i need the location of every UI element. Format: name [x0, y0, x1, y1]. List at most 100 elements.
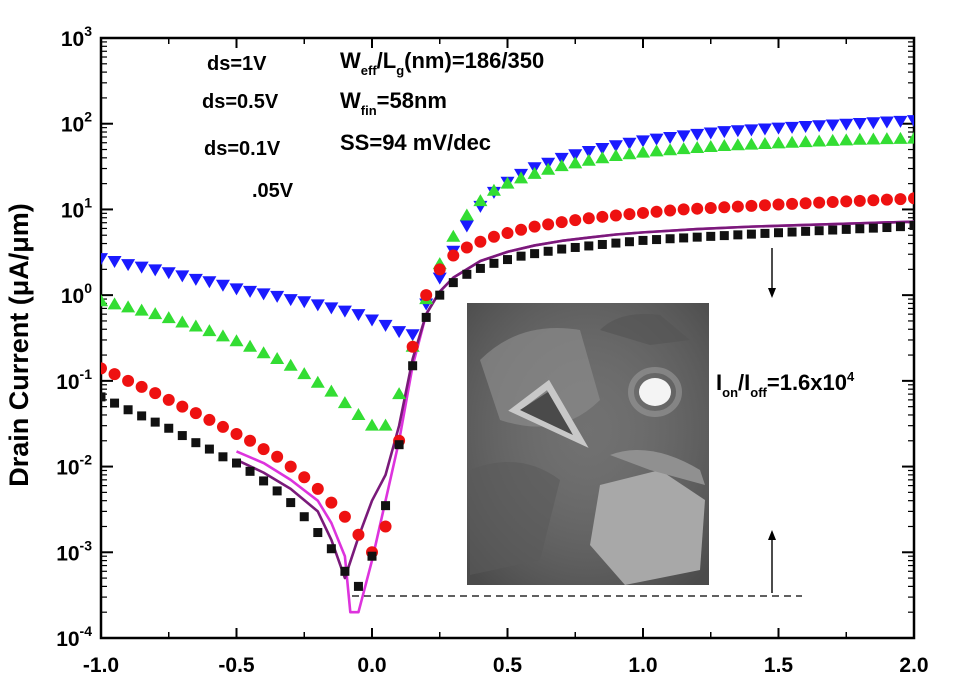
data-point — [690, 141, 705, 154]
data-point — [191, 438, 201, 448]
data-point — [798, 121, 813, 134]
axes: -1.0 -0.5 0.0 0.5 1.0 1.5 2.0 103 102 101 100 10-1 1… — [56, 23, 928, 677]
data-point — [310, 375, 325, 388]
data-point — [325, 496, 338, 509]
data-point — [337, 305, 352, 318]
y-tick-label: 100 — [61, 280, 92, 308]
data-point — [310, 299, 325, 312]
data-point — [866, 117, 881, 130]
data-point — [813, 196, 826, 209]
data-point — [324, 302, 339, 315]
data-point — [690, 128, 705, 141]
data-point — [378, 319, 393, 332]
data-point — [101, 362, 107, 375]
data-point — [486, 183, 501, 196]
data-point — [188, 319, 203, 332]
data-point — [394, 440, 404, 450]
data-point — [703, 139, 718, 152]
data-point — [134, 261, 149, 274]
data-point — [570, 242, 580, 252]
data-point — [703, 127, 718, 140]
data-point — [771, 136, 786, 149]
data-point — [719, 231, 729, 241]
data-point — [555, 216, 568, 229]
y-tick-label: 10-1 — [56, 366, 92, 394]
legend: ds=1V ds=0.5V ds=0.1V .05V — [202, 53, 294, 202]
data-point — [326, 544, 336, 554]
x-tick-label: -1.0 — [83, 654, 119, 677]
data-point — [381, 501, 391, 511]
data-point — [840, 195, 853, 208]
data-point — [595, 151, 610, 164]
data-point — [259, 476, 269, 486]
data-point — [664, 204, 677, 217]
data-point — [636, 145, 650, 158]
data-point — [867, 194, 880, 207]
data-point — [392, 326, 407, 339]
weff-lg-annotation: Weff/Lg(nm)=186/350 — [340, 48, 544, 78]
data-point — [623, 208, 636, 221]
x-tick-label: 1.0 — [628, 654, 657, 677]
data-point — [757, 123, 772, 136]
data-point — [177, 431, 187, 441]
data-point — [101, 392, 106, 402]
data-point — [893, 131, 908, 144]
data-point — [852, 117, 867, 130]
data-point — [447, 249, 460, 262]
data-point — [771, 122, 786, 135]
data-point — [652, 235, 662, 245]
data-point — [297, 367, 312, 380]
data-point — [408, 361, 418, 371]
x-tick-label: 2.0 — [899, 654, 928, 677]
data-point — [516, 251, 526, 261]
data-point — [432, 272, 447, 285]
data-point — [256, 346, 271, 359]
data-point — [150, 417, 160, 427]
data-point — [500, 176, 515, 189]
x-tick-label: 1.5 — [764, 654, 794, 677]
data-point — [785, 135, 800, 148]
data-point — [230, 427, 243, 440]
data-point — [908, 192, 914, 205]
data-point — [554, 159, 569, 172]
data-point — [557, 244, 567, 254]
data-point — [637, 206, 649, 219]
data-point — [691, 202, 704, 215]
legend-label-ds1: ds=1V — [207, 53, 267, 75]
data-point — [148, 307, 163, 320]
data-point — [542, 218, 555, 231]
sem-inset-image — [467, 303, 709, 585]
y-axis-label: Drain Current (μA/μm) — [4, 203, 34, 487]
data-point — [893, 115, 908, 128]
data-point — [202, 276, 217, 289]
data-point — [786, 197, 799, 210]
data-point — [582, 212, 595, 225]
data-point — [611, 238, 621, 248]
data-point — [568, 149, 583, 162]
data-point — [284, 460, 297, 473]
legend-label-ds05: ds=0.5V — [202, 91, 279, 113]
data-point — [433, 263, 446, 276]
y-tick-label: 10-4 — [56, 623, 92, 651]
data-point — [365, 418, 379, 431]
y-tick-label: 103 — [61, 23, 92, 51]
data-point — [744, 137, 759, 150]
data-point — [733, 230, 743, 240]
data-point — [446, 229, 461, 242]
data-point — [175, 270, 190, 283]
data-point — [882, 223, 892, 233]
data-point — [855, 224, 865, 234]
data-point — [148, 264, 163, 277]
data-point — [107, 256, 122, 269]
data-point — [270, 351, 285, 364]
data-point — [134, 303, 149, 316]
data-point — [473, 194, 488, 207]
data-point — [595, 143, 610, 156]
data-point — [244, 434, 257, 447]
series-2 — [101, 192, 914, 559]
data-point — [758, 199, 771, 212]
data-point — [868, 223, 878, 233]
data-point — [121, 259, 136, 272]
data-point — [879, 116, 894, 129]
data-point — [541, 162, 556, 175]
